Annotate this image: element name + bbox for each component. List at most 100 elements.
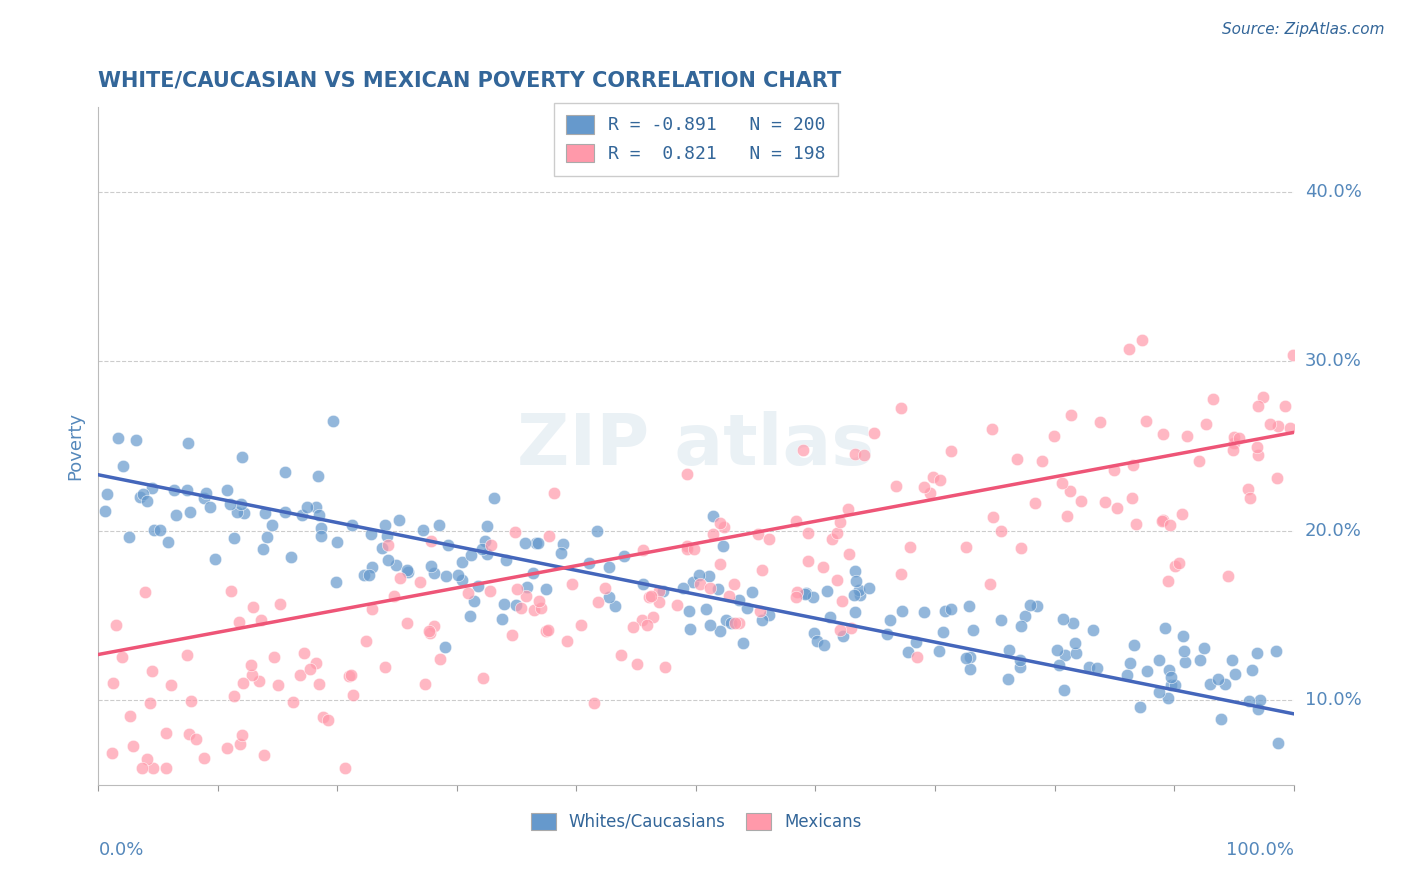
Point bbox=[751, 563, 773, 577]
Point bbox=[845, 574, 868, 588]
Point bbox=[232, 676, 254, 690]
Point bbox=[825, 525, 848, 540]
Point bbox=[374, 659, 396, 673]
Point bbox=[702, 509, 724, 524]
Point bbox=[204, 552, 226, 566]
Point bbox=[633, 577, 655, 591]
Point bbox=[890, 401, 912, 415]
Point bbox=[1237, 693, 1260, 707]
Point bbox=[225, 505, 247, 519]
Point bbox=[163, 483, 186, 497]
Point bbox=[96, 486, 118, 500]
Point bbox=[267, 678, 290, 692]
Point bbox=[785, 514, 807, 528]
Point bbox=[477, 519, 499, 533]
Point bbox=[979, 577, 1001, 591]
Point bbox=[707, 582, 730, 596]
Point bbox=[176, 648, 198, 663]
Point bbox=[1192, 640, 1215, 655]
Point bbox=[1059, 484, 1081, 499]
Point bbox=[1171, 629, 1194, 643]
Point bbox=[295, 500, 318, 514]
Point bbox=[831, 594, 853, 608]
Point bbox=[479, 538, 502, 552]
Point bbox=[231, 497, 253, 511]
Point bbox=[353, 568, 375, 582]
Point bbox=[803, 626, 825, 640]
Point bbox=[217, 483, 239, 497]
Point bbox=[1122, 639, 1144, 653]
Point bbox=[529, 593, 551, 607]
Point bbox=[751, 614, 773, 628]
Point bbox=[876, 627, 898, 641]
Point bbox=[1047, 658, 1070, 673]
Point bbox=[447, 567, 470, 582]
Point bbox=[1222, 443, 1244, 458]
Point bbox=[360, 560, 382, 574]
Point bbox=[1152, 513, 1174, 527]
Point bbox=[598, 560, 620, 574]
Point bbox=[955, 540, 977, 554]
Point bbox=[228, 615, 250, 629]
Point bbox=[155, 761, 177, 775]
Point bbox=[131, 487, 153, 501]
Point bbox=[728, 616, 751, 631]
Text: 20.0%: 20.0% bbox=[1305, 522, 1361, 540]
Point bbox=[912, 605, 935, 619]
Point bbox=[534, 582, 557, 596]
Point bbox=[647, 583, 669, 598]
Point bbox=[1090, 415, 1112, 429]
Point bbox=[527, 536, 550, 550]
Point bbox=[820, 532, 842, 546]
Point bbox=[879, 614, 901, 628]
Point bbox=[695, 602, 717, 616]
Point bbox=[636, 618, 658, 632]
Point bbox=[250, 613, 273, 627]
Point bbox=[436, 537, 458, 551]
Point bbox=[1223, 667, 1246, 681]
Point bbox=[474, 534, 496, 549]
Point bbox=[1188, 454, 1211, 468]
Point bbox=[281, 695, 304, 709]
Point bbox=[142, 523, 165, 537]
Point bbox=[672, 581, 695, 595]
Point bbox=[354, 634, 377, 648]
Point bbox=[165, 508, 187, 522]
Point bbox=[550, 546, 572, 560]
Point bbox=[561, 577, 583, 591]
Point bbox=[215, 741, 238, 756]
Point bbox=[569, 617, 592, 632]
Point bbox=[141, 665, 163, 679]
Point bbox=[720, 615, 742, 630]
Point bbox=[291, 508, 314, 522]
Point bbox=[932, 624, 955, 639]
Point bbox=[195, 486, 218, 500]
Point bbox=[853, 448, 876, 462]
Point bbox=[254, 506, 277, 520]
Point bbox=[714, 613, 737, 627]
Point bbox=[530, 600, 553, 615]
Point bbox=[842, 588, 865, 602]
Point bbox=[709, 624, 731, 638]
Point bbox=[682, 575, 704, 590]
Point bbox=[1136, 664, 1159, 678]
Point bbox=[758, 532, 780, 546]
Point bbox=[676, 467, 699, 482]
Point bbox=[793, 586, 815, 600]
Point bbox=[832, 629, 855, 643]
Point bbox=[801, 591, 824, 605]
Point bbox=[242, 667, 264, 681]
Point bbox=[848, 582, 870, 597]
Point bbox=[412, 523, 434, 537]
Point bbox=[371, 541, 394, 556]
Point bbox=[811, 560, 834, 574]
Point bbox=[912, 480, 935, 494]
Point bbox=[104, 618, 127, 632]
Point bbox=[786, 584, 808, 599]
Point bbox=[586, 524, 609, 538]
Point bbox=[1211, 712, 1233, 726]
Point bbox=[524, 536, 547, 550]
Point bbox=[1159, 517, 1181, 532]
Point bbox=[1265, 643, 1288, 657]
Point bbox=[463, 594, 485, 608]
